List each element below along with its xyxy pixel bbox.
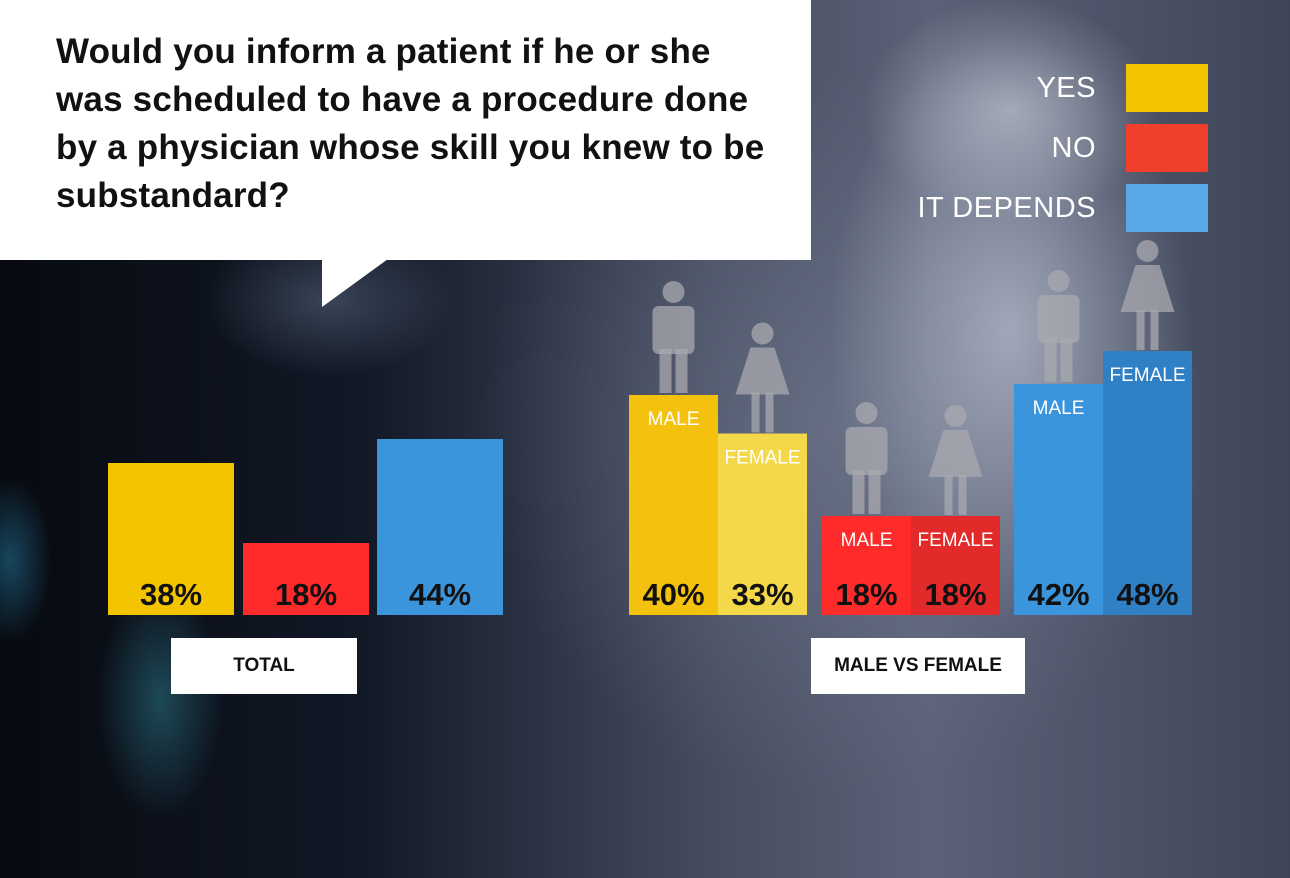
value-label-yes-female: 33% [731,577,793,612]
legend-item-no: NO [1051,124,1208,172]
male-figure-icon [1037,270,1080,382]
total-value-label-it-depends: 44% [409,577,471,612]
total-value-label-no: 18% [275,577,337,612]
legend-label-no: NO [1051,131,1096,164]
value-label-no-female: 18% [924,577,986,612]
total-value-label-yes: 38% [140,577,202,612]
female-figure-icon [735,322,790,433]
series-label-yes-male: MALE [648,409,700,430]
value-label-yes-male: 40% [642,577,704,612]
bar-it-depends-female [1103,351,1192,615]
total-bar-yes [108,463,234,615]
legend-item-it-depends: IT DEPENDS [917,184,1208,232]
male-vs-female-group-label: MALE VS FEMALE [811,638,1025,694]
gender-figures [652,240,1175,515]
legend-swatch-it-depends [1126,184,1208,232]
series-label-it-depends-male: MALE [1033,398,1085,419]
series-label-it-depends-female: FEMALE [1109,365,1185,386]
value-label-it-depends-male: 42% [1027,577,1089,612]
value-label-it-depends-female: 48% [1116,577,1178,612]
series-label-no-female: FEMALE [917,530,993,551]
total-group-label: TOTAL [171,638,357,694]
total-bar-it-depends [377,439,503,615]
bar-no-female [911,516,1000,615]
question-text: Would you inform a patient if he or she … [56,32,765,215]
legend-swatch-no [1126,124,1208,172]
bubble-tail [322,259,388,307]
male-vs-female-chart: MALE 40% FEMALE 33% MALE 18% FEMALE 18% MALE 42% F… [629,351,1192,615]
bar-yes-male [629,395,718,615]
total-chart: 38% 18% 44% [108,439,503,615]
female-figure-icon [928,405,983,515]
value-label-no-male: 18% [835,577,897,612]
legend-label-it-depends: IT DEPENDS [917,191,1096,224]
bar-it-depends-male [1014,384,1103,615]
male-figure-icon [652,281,695,393]
total-bar-no [243,543,369,615]
series-label-yes-female: FEMALE [724,448,800,469]
female-figure-icon [1120,240,1175,350]
question-bubble: Would you inform a patient if he or she … [0,0,811,260]
series-label-no-male: MALE [841,530,893,551]
bar-yes-female [718,433,807,615]
legend-swatch-yes [1126,64,1208,112]
bar-no-male [822,516,911,615]
legend-label-yes: YES [1036,71,1096,104]
legend-item-yes: YES [1036,64,1208,112]
male-figure-icon [845,402,888,514]
